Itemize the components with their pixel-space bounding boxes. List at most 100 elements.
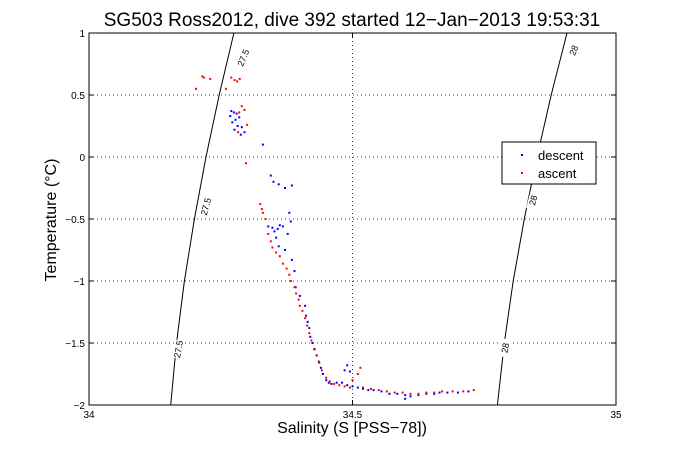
ascent-point bbox=[308, 332, 311, 335]
ascent-point bbox=[201, 75, 204, 78]
ascent-point bbox=[275, 251, 278, 254]
descent-point bbox=[269, 174, 272, 177]
ascent-point bbox=[238, 77, 241, 80]
ascent-point bbox=[320, 369, 323, 372]
ascent-point bbox=[306, 324, 309, 327]
descent-point bbox=[330, 382, 333, 385]
descent-point bbox=[298, 294, 301, 297]
descent-point bbox=[230, 110, 233, 113]
contour-label-background bbox=[498, 338, 512, 358]
ascent-point bbox=[285, 267, 288, 270]
ascent-point bbox=[246, 123, 249, 126]
ascent-point bbox=[417, 392, 420, 395]
x-tick-label: 34 bbox=[83, 410, 95, 421]
series-ascent bbox=[195, 75, 475, 395]
ascent-point bbox=[301, 309, 304, 312]
ascent-point bbox=[315, 354, 318, 357]
ascent-point bbox=[245, 162, 247, 165]
descent-point bbox=[404, 394, 407, 397]
ascent-point bbox=[313, 348, 315, 351]
descent-point bbox=[234, 118, 237, 121]
ascent-point bbox=[325, 376, 328, 379]
ascent-point bbox=[433, 391, 436, 394]
descent-point bbox=[304, 304, 307, 307]
descent-point bbox=[396, 392, 399, 395]
ascent-point bbox=[261, 211, 264, 214]
descent-point bbox=[238, 116, 241, 119]
ascent-point bbox=[462, 390, 465, 393]
descent-point bbox=[284, 249, 286, 251]
descent-point bbox=[335, 381, 338, 384]
descent-point bbox=[229, 115, 232, 118]
descent-point bbox=[232, 111, 235, 114]
descent-point bbox=[388, 392, 391, 395]
ascent-point bbox=[401, 391, 404, 394]
legend-label-ascent: ascent bbox=[538, 166, 577, 181]
descent-point bbox=[236, 125, 239, 127]
descent-point bbox=[409, 395, 412, 398]
ascent-point bbox=[333, 382, 336, 385]
descent-point bbox=[271, 226, 274, 229]
y-tick-label: −0.5 bbox=[65, 215, 85, 226]
contour-label: 28 bbox=[567, 44, 580, 57]
ascent-point bbox=[225, 87, 227, 90]
ascent-point bbox=[195, 87, 197, 90]
ascent-point bbox=[289, 280, 292, 282]
descent-point bbox=[308, 327, 311, 330]
contour-label-background bbox=[526, 190, 541, 211]
ascent-point bbox=[298, 304, 301, 307]
ascent-point bbox=[267, 232, 270, 235]
contour-label: 27.5 bbox=[199, 197, 213, 217]
descent-point bbox=[325, 379, 328, 382]
descent-point bbox=[276, 227, 279, 230]
contour-label-background bbox=[172, 339, 186, 359]
ascent-point bbox=[240, 105, 243, 108]
descent-point bbox=[294, 286, 297, 289]
ascent-point bbox=[369, 387, 372, 390]
y-axis-label: Temperature (°C) bbox=[43, 159, 60, 282]
descent-point bbox=[348, 370, 351, 373]
x-tick-label: 34.5 bbox=[343, 410, 363, 421]
contour-label: 28 bbox=[527, 194, 539, 206]
ascent-point bbox=[293, 286, 296, 289]
ascent-point bbox=[278, 255, 281, 258]
descent-point bbox=[341, 381, 343, 384]
y-tick-label: −2 bbox=[74, 401, 86, 412]
descent-point bbox=[288, 211, 291, 214]
ascent-point bbox=[230, 76, 233, 79]
descent-point bbox=[367, 389, 370, 392]
ascent-point bbox=[237, 131, 240, 134]
descent-point bbox=[433, 392, 436, 395]
descent-point bbox=[239, 133, 242, 136]
legend-label-descent: descent bbox=[538, 148, 584, 163]
ascent-point bbox=[328, 380, 331, 383]
y-tick-label: 0 bbox=[79, 153, 85, 164]
descent-point bbox=[362, 387, 364, 390]
ascent-point bbox=[243, 108, 246, 111]
contour-label-background bbox=[565, 40, 582, 61]
legend-box bbox=[501, 141, 597, 185]
contour-label-background bbox=[235, 47, 252, 69]
legend-marker-descent bbox=[521, 154, 523, 156]
descent-point bbox=[267, 225, 270, 228]
ascent-point bbox=[377, 389, 380, 392]
descent-point bbox=[240, 126, 243, 129]
descent-point bbox=[305, 314, 308, 317]
descent-point bbox=[351, 385, 354, 388]
descent-point bbox=[233, 128, 236, 131]
contour-label: 27.5 bbox=[172, 340, 185, 359]
y-tick-label: 0.5 bbox=[71, 91, 85, 102]
legend-marker-ascent bbox=[521, 172, 523, 174]
ascent-point bbox=[441, 390, 444, 393]
ascent-point bbox=[362, 386, 364, 389]
ascent-point bbox=[202, 76, 205, 79]
descent-point bbox=[286, 232, 289, 235]
descent-point bbox=[346, 364, 349, 367]
x-tick-label: 35 bbox=[610, 410, 622, 421]
descent-point bbox=[293, 270, 296, 273]
ascent-point bbox=[338, 384, 341, 387]
descent-point bbox=[346, 384, 349, 387]
descent-point bbox=[404, 397, 407, 400]
